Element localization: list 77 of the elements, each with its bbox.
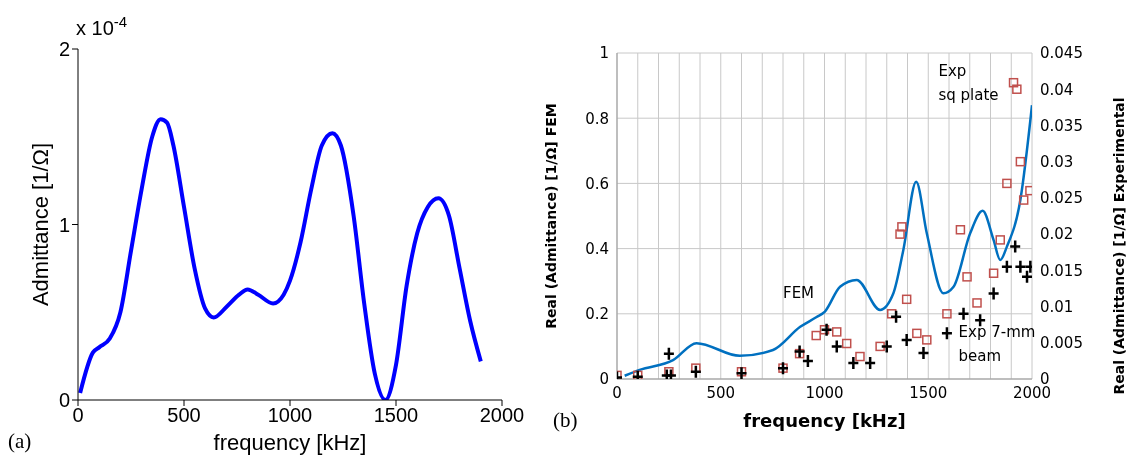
point [955,225,966,235]
point [794,348,805,359]
x-tick-label: 0 [72,404,84,427]
x-tick-label: 500 [167,404,201,427]
point [847,355,860,371]
point [830,339,843,354]
point [1008,239,1022,254]
y2-tick-label: 0.035 [1040,116,1083,135]
point [793,344,806,359]
line-series [623,103,1032,377]
point [662,346,676,361]
point [900,332,913,348]
text: x 10$^{-4}$ [76,12,128,39]
point [1012,84,1022,94]
x-tick-label: 500 [706,383,736,402]
y2-axis-title: Real (Admittance) [1/Ω] Experimental [1111,97,1127,395]
y-tick-label: 0 [599,370,609,389]
y-tick-label: 1 [599,44,609,63]
y2-tick-label: 0.04 [1040,80,1074,99]
point [801,353,815,369]
y-tick-label: 1 [58,213,70,236]
y2-tick-label: 0.03 [1040,152,1074,171]
line-series [78,117,483,400]
y-tick-label: 2 [58,38,70,61]
point [831,327,842,337]
point [1002,178,1012,189]
point [995,235,1005,245]
point [897,222,907,232]
point [957,306,970,322]
point [942,309,952,319]
point [972,298,982,308]
y2-tick-label: 0.015 [1040,261,1083,280]
x-tick-label: 1000 [805,383,844,402]
text: (a) [8,429,32,453]
point [689,364,703,379]
point [1008,77,1019,88]
y-tick-label: 0.6 [585,174,609,193]
series-label: Exp 7-mm beam [958,322,1036,365]
point [912,328,922,339]
point [917,345,930,361]
point [940,326,954,341]
point [863,355,877,371]
point [855,351,865,362]
text: (b) [553,408,578,432]
point [880,339,893,354]
point [1000,259,1014,274]
point [811,330,821,341]
series-label: Exp sq plate [938,61,999,104]
y-tick-label: 0.4 [585,239,609,258]
series-label: FEM [783,283,815,302]
y-tick-label: 0.2 [585,305,609,324]
x-tick-label: 1500 [909,383,948,402]
point [875,341,885,352]
x-tick-label: 1000 [267,404,313,427]
x-axis-title: frequency [kHz] [213,430,367,455]
y2-tick-label: 0.025 [1040,189,1083,208]
point [1018,195,1029,205]
point [922,335,932,345]
point [901,294,912,305]
point [841,338,852,349]
y2-tick-label: 0.02 [1040,225,1074,244]
y-axis-title: Real (Admittance) [1/Ω] FEM [543,103,559,329]
x-tick-label: 0 [612,383,622,402]
y-axis-title: Admittance [1/Ω] [27,142,53,307]
y2-tick-label: 0.045 [1040,44,1083,63]
y2-tick-label: 0.01 [1040,297,1074,316]
point [962,272,972,282]
point [988,268,999,278]
y2-tick-label: 0.005 [1040,334,1083,353]
point [987,286,1000,301]
point [895,229,905,239]
y-tick-label: 0.8 [585,109,609,128]
x-tick-label: 2000 [479,404,525,427]
x-axis-title: frequency [kHz] [743,410,906,431]
point [1015,156,1026,167]
point [889,309,903,324]
x-tick-label: 1500 [373,404,419,427]
